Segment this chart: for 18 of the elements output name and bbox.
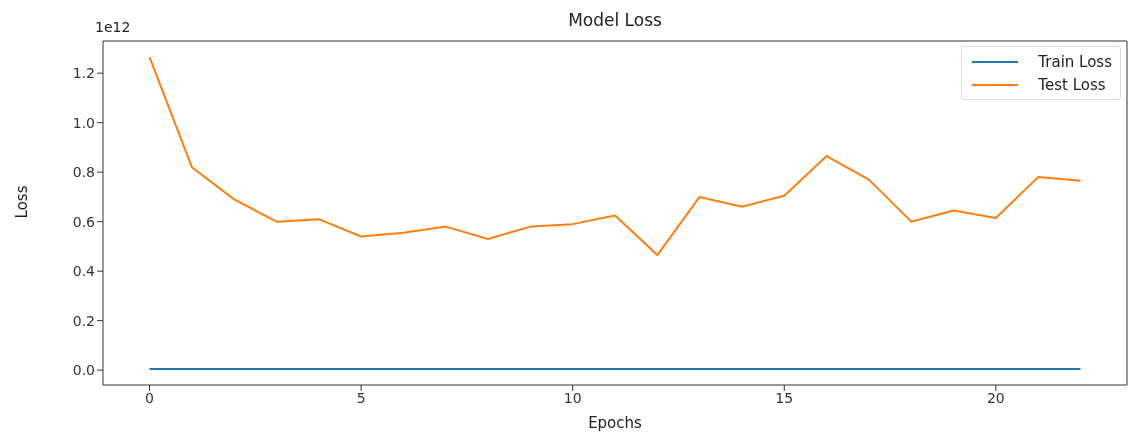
y-tick-label: 0.8 xyxy=(72,164,95,181)
x-axis-title: Epochs xyxy=(587,414,643,432)
text: 1e12 xyxy=(95,19,131,35)
x-tick-label: 15 xyxy=(775,389,794,406)
y-tick-label: 0.6 xyxy=(72,213,96,230)
y-tick-label: 0.4 xyxy=(72,263,96,280)
legend-label: Test Loss xyxy=(1038,75,1106,94)
x-tick-label: 20 xyxy=(986,389,1005,406)
y-tick-label: 0.0 xyxy=(72,362,95,379)
y-tick-label: 1.0 xyxy=(72,114,95,131)
x-tick-label: 10 xyxy=(563,389,582,406)
x-tick-label: 0 xyxy=(145,389,155,406)
legend-label: Train Loss xyxy=(1038,52,1112,71)
y-tick-label: 0.2 xyxy=(72,312,95,329)
x-tick-label: 5 xyxy=(356,389,366,406)
y-axis-title: Loss xyxy=(13,184,31,221)
chart-title: Model Loss xyxy=(568,10,662,30)
y-tick-label: 1.2 xyxy=(72,65,95,82)
